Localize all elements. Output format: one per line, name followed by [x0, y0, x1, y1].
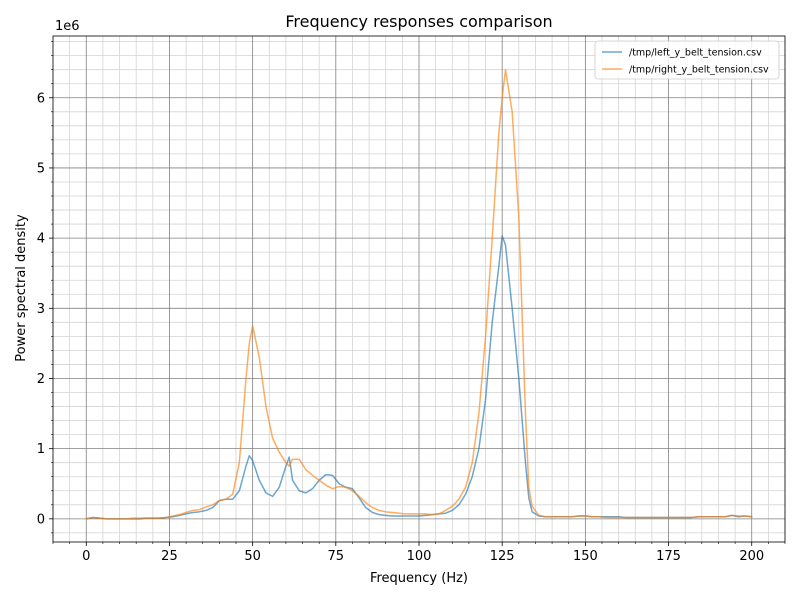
legend: /tmp/left_y_belt_tension.csv/tmp/right_y… — [594, 40, 780, 80]
chart-title: Frequency responses comparison — [285, 12, 552, 31]
legend-box — [594, 40, 780, 80]
y-axis-label: Power spectral density — [14, 214, 29, 362]
y-tick-label: 1 — [37, 442, 45, 457]
x-axis-label: Frequency (Hz) — [370, 571, 468, 586]
x-tick-label: 100 — [407, 549, 432, 564]
plot-area: 0 25 50 75 100 125 150 175 200 0 1 2 3 4 5 6/tmp/left_y… — [37, 35, 786, 564]
x-tick-label: 0 — [82, 549, 90, 564]
y-tick-label: 5 — [37, 161, 45, 176]
y-tick-label: 3 — [37, 302, 45, 317]
y-axis-offset-label: 1e6 — [55, 19, 80, 34]
x-tick-label: 125 — [490, 549, 515, 564]
x-tick-label: 25 — [161, 549, 178, 564]
x-tick-label: 200 — [739, 549, 764, 564]
x-tick-label: 150 — [573, 549, 598, 564]
legend-label-0: /tmp/left_y_belt_tension.csv — [629, 48, 762, 59]
y-tick-label: 4 — [37, 232, 45, 247]
x-tick-label: 75 — [328, 549, 345, 564]
y-tick-label: 0 — [37, 512, 45, 527]
series-line-1 — [85, 68, 753, 520]
legend-label-1: /tmp/right_y_belt_tension.csv — [629, 65, 769, 76]
x-tick-label: 50 — [244, 549, 261, 564]
y-tick-label: 2 — [37, 372, 45, 387]
x-tick-label: 175 — [656, 549, 681, 564]
y-tick-label: 6 — [37, 91, 45, 106]
